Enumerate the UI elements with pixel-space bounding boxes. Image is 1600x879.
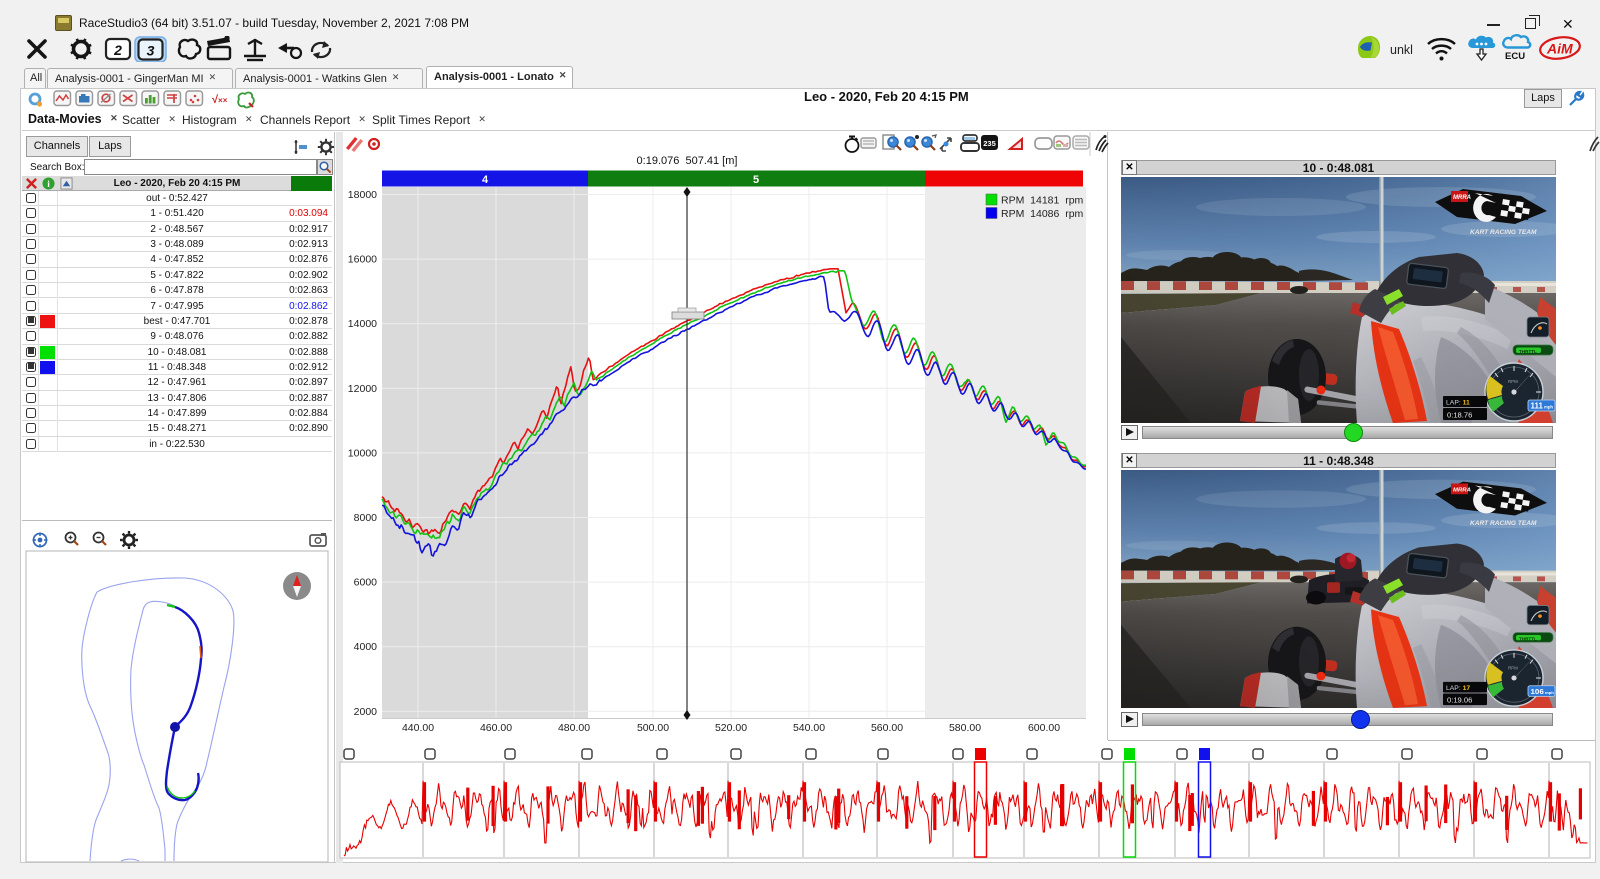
svg-text:560.00: 560.00 xyxy=(871,722,903,734)
svg-text:106 mph: 106 mph xyxy=(1531,687,1555,696)
svg-text:5: 5 xyxy=(753,174,759,186)
svg-text:0:19.076 507.41 [m]: 0:19.076 507.41 [m] xyxy=(637,155,738,167)
svg-text:2: 2 xyxy=(113,42,122,58)
svg-text:MRRA: MRRA xyxy=(1453,487,1471,493)
svg-text:AiM: AiM xyxy=(1546,41,1573,57)
svg-text:LAP: 11: LAP: 11 xyxy=(1446,400,1470,407)
svg-text:500.00: 500.00 xyxy=(637,722,669,734)
svg-text:4: 4 xyxy=(482,174,489,186)
svg-text:440.00: 440.00 xyxy=(402,722,434,734)
svg-text:√××: √×× xyxy=(212,94,228,106)
svg-text:0:18.76: 0:18.76 xyxy=(1447,411,1472,420)
svg-text:540.00: 540.00 xyxy=(793,722,825,734)
svg-text:3: 3 xyxy=(147,43,155,59)
svg-text:0:19.06: 0:19.06 xyxy=(1447,696,1472,705)
svg-text:THRTTL: THRTTL xyxy=(1519,636,1537,641)
svg-text:i: i xyxy=(47,180,50,190)
svg-text:12000: 12000 xyxy=(348,383,377,395)
svg-text:6000: 6000 xyxy=(354,577,378,589)
svg-text:THRTTL: THRTTL xyxy=(1519,349,1537,354)
svg-text:520.00: 520.00 xyxy=(715,722,747,734)
svg-text:2000: 2000 xyxy=(354,706,378,718)
svg-text:4000: 4000 xyxy=(354,641,378,653)
svg-text:14000: 14000 xyxy=(348,318,377,330)
svg-text:235: 235 xyxy=(983,139,996,148)
svg-text:460.00: 460.00 xyxy=(480,722,512,734)
svg-text:8000: 8000 xyxy=(354,512,378,524)
svg-text:111 mph: 111 mph xyxy=(1531,402,1554,411)
svg-text:10000: 10000 xyxy=(348,447,377,459)
svg-text:RPM: RPM xyxy=(1508,665,1518,670)
svg-text:16000: 16000 xyxy=(348,254,377,266)
svg-text:KART RACING TEAM: KART RACING TEAM xyxy=(1470,229,1537,236)
svg-text:480.00: 480.00 xyxy=(558,722,590,734)
svg-text:600.00: 600.00 xyxy=(1028,722,1060,734)
svg-text:ECU: ECU xyxy=(1505,51,1525,62)
svg-text:unkl: unkl xyxy=(1390,43,1413,57)
svg-text:RPM 14181 rpm: RPM 14181 rpm xyxy=(1001,195,1084,207)
svg-text:RPM: RPM xyxy=(1508,379,1518,384)
svg-text:580.00: 580.00 xyxy=(949,722,981,734)
svg-text:18000: 18000 xyxy=(348,189,377,201)
svg-text:MRRA: MRRA xyxy=(1453,195,1471,201)
svg-text:RPM 14086 rpm: RPM 14086 rpm xyxy=(1001,208,1084,220)
svg-text:KART RACING TEAM: KART RACING TEAM xyxy=(1470,520,1537,527)
svg-text:LAP: 17: LAP: 17 xyxy=(1446,685,1470,692)
